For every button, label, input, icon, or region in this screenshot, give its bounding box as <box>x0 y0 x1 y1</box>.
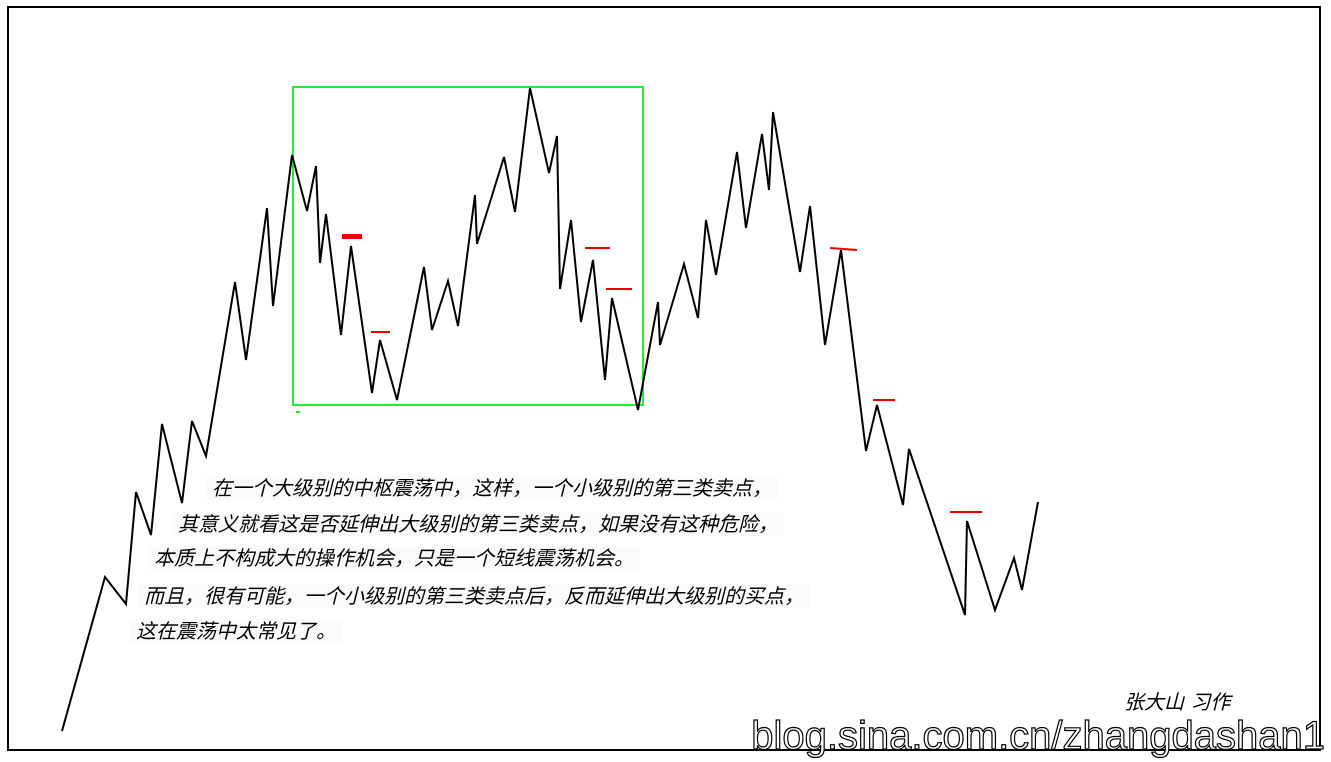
annotation-line-2: 其意义就看这是否延伸出大级别的第三类卖点，如果没有这种危险， <box>172 512 784 536</box>
annotation-line-5: 这在震荡中太常见了。 <box>130 619 342 643</box>
central-pivot-box <box>292 86 644 406</box>
author-signature: 张大山 习作 <box>1124 690 1231 714</box>
annotation-line-4: 而且，很有可能，一个小级别的第三类卖点后，反而延伸出大级别的买点， <box>138 584 810 608</box>
annotation-line-3: 本质上不构成大的操作机会，只是一个短线震荡机会。 <box>148 546 640 570</box>
sell-point-marker <box>342 234 362 239</box>
annotation-line-1: 在一个大级别的中枢震荡中，这样，一个小级别的第三类卖点， <box>206 476 778 500</box>
sell-point-marker <box>829 247 858 251</box>
blog-watermark: blog.sina.com.cn/zhangdashan1 <box>751 713 1326 758</box>
price-zigzag-line <box>61 87 1039 732</box>
